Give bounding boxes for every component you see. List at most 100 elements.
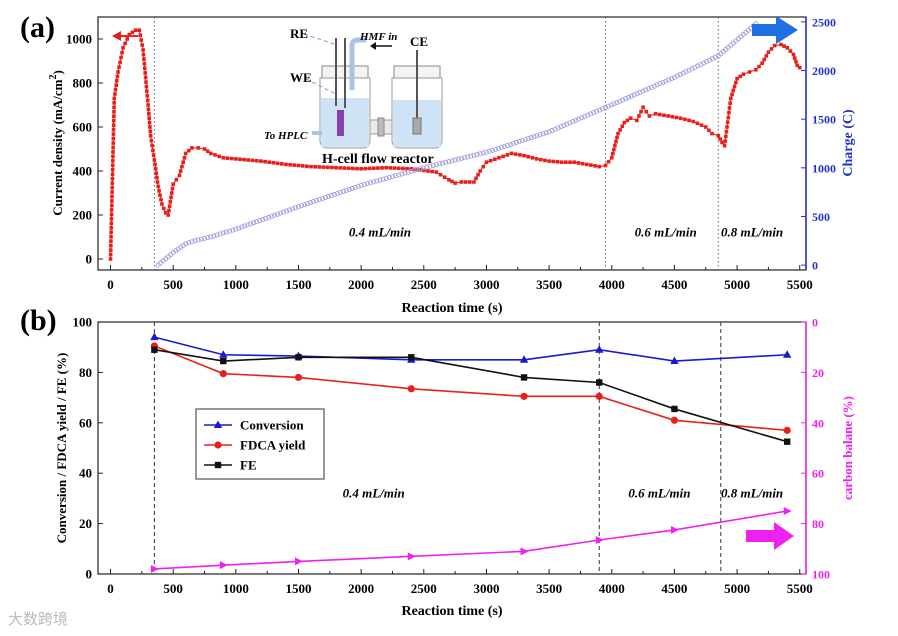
current-density-point bbox=[572, 160, 576, 164]
charge-point bbox=[427, 163, 433, 169]
current-density-point bbox=[371, 166, 376, 171]
current-density-point bbox=[150, 143, 154, 148]
charge-point bbox=[640, 88, 646, 94]
current-density-point bbox=[589, 163, 593, 167]
x-tick-label: 3500 bbox=[536, 581, 562, 596]
current-density-point bbox=[392, 166, 397, 170]
x-tick-label: 5500 bbox=[787, 581, 813, 596]
current-density-point bbox=[614, 139, 618, 144]
charge-point bbox=[564, 121, 570, 127]
data-point bbox=[596, 379, 603, 386]
panel-a-label: (a) bbox=[20, 11, 55, 44]
current-density-point bbox=[760, 61, 764, 65]
current-density-point bbox=[488, 158, 493, 163]
current-density-point bbox=[110, 199, 114, 203]
charge-point bbox=[631, 92, 637, 98]
charge-point bbox=[608, 102, 614, 108]
current-density-point bbox=[762, 57, 767, 62]
membrane bbox=[377, 117, 385, 137]
current-density-point bbox=[145, 94, 150, 98]
current-density-point bbox=[555, 160, 560, 164]
y2-tick-label: 2500 bbox=[812, 15, 836, 29]
charge-point bbox=[600, 106, 606, 112]
current-density-point bbox=[674, 115, 679, 120]
charge-point bbox=[446, 159, 452, 165]
x-tick-label: 4500 bbox=[661, 581, 687, 596]
charge-point bbox=[492, 146, 498, 152]
current-density-point bbox=[342, 166, 347, 170]
current-density-point bbox=[111, 118, 116, 123]
current-density-point bbox=[112, 109, 116, 114]
charge-point bbox=[555, 125, 561, 131]
x-tick-label: 1500 bbox=[285, 277, 311, 292]
y2-tick-label: 1500 bbox=[812, 113, 836, 127]
charge-point bbox=[519, 138, 525, 144]
flow-rate-label: 0.4 mL/min bbox=[349, 225, 411, 240]
series-fe bbox=[151, 346, 791, 445]
legend-swatch-marker bbox=[213, 420, 223, 428]
charge-point bbox=[585, 112, 591, 118]
charge-point bbox=[471, 152, 477, 158]
current-density-point bbox=[140, 43, 144, 47]
h-cell-inset: RE WE CE HMF in To HPLC H-cell flow reac… bbox=[264, 26, 443, 167]
charge-point bbox=[233, 226, 239, 232]
current-density-point bbox=[779, 42, 783, 47]
current-density-point bbox=[110, 176, 115, 181]
charge-point bbox=[522, 137, 528, 143]
current-density-point bbox=[658, 112, 662, 117]
charge-point bbox=[462, 155, 468, 161]
current-density-point bbox=[169, 195, 173, 200]
charge-point bbox=[637, 89, 643, 95]
y-tick-label: 80 bbox=[79, 365, 92, 380]
current-density-point bbox=[183, 151, 188, 156]
current-density-point bbox=[111, 136, 116, 141]
charge-point bbox=[236, 225, 242, 231]
charge-point bbox=[537, 132, 543, 138]
data-point bbox=[520, 374, 528, 381]
panel-b-series bbox=[150, 332, 792, 573]
charge-point bbox=[692, 64, 698, 70]
charge-point bbox=[443, 159, 449, 165]
charge-point bbox=[340, 188, 346, 194]
charge-point bbox=[680, 70, 686, 76]
current-density-point bbox=[143, 71, 147, 75]
charge-point bbox=[239, 224, 245, 230]
charge-point bbox=[248, 221, 254, 227]
charge-point bbox=[377, 177, 383, 183]
current-density-point bbox=[213, 153, 217, 157]
charge-point bbox=[195, 237, 201, 243]
current-density-point bbox=[149, 138, 154, 143]
current-density-point bbox=[246, 158, 251, 162]
current-density-point bbox=[148, 125, 152, 129]
we-label: WE bbox=[290, 70, 312, 85]
charge-point bbox=[669, 76, 675, 82]
data-point bbox=[783, 507, 792, 515]
panel-a: (a) 0 500 1000 1500 2000 2500 3000 3500 4000 4500… bbox=[20, 11, 856, 316]
current-density-point bbox=[147, 116, 151, 120]
current-density-point bbox=[288, 162, 292, 167]
current-density-point bbox=[158, 193, 162, 197]
current-density-point bbox=[120, 50, 124, 55]
charge-point bbox=[418, 166, 424, 172]
current-density-point bbox=[355, 166, 359, 171]
charge-point bbox=[623, 96, 629, 102]
charge-point bbox=[198, 236, 204, 242]
charge-point bbox=[355, 183, 361, 189]
current-density-point bbox=[174, 178, 179, 182]
current-density-point bbox=[145, 89, 149, 94]
current-density-point bbox=[376, 166, 380, 170]
x-tick-label: 0 bbox=[107, 277, 114, 292]
charge-point bbox=[424, 164, 430, 170]
data-point bbox=[595, 535, 604, 544]
current-density-point bbox=[166, 213, 170, 217]
current-density-point bbox=[254, 158, 259, 163]
current-density-point bbox=[782, 44, 786, 48]
charge-point bbox=[628, 93, 634, 99]
charge-point bbox=[707, 57, 713, 63]
x-tick-label: 4500 bbox=[661, 277, 687, 292]
current-density-point bbox=[447, 178, 451, 182]
x-tick-label: 4000 bbox=[599, 277, 625, 292]
legend-swatch-marker bbox=[214, 461, 222, 469]
charge-point bbox=[202, 235, 208, 241]
charge-point bbox=[408, 168, 414, 174]
